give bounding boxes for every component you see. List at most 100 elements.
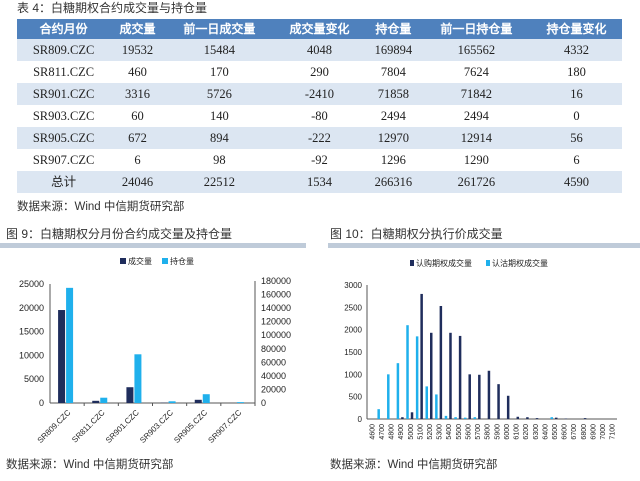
column-header: 前一日持仓量 [421, 19, 531, 39]
y-tick-label: 25000 [19, 279, 44, 289]
table-cell: 4590 [530, 171, 622, 193]
options-volume-table: 合约月份 成交量 前一日成交量 成交量变化 持仓量 前一日持仓量 持仓量变化 SR809.C… [17, 19, 622, 193]
x-tick-label: 6900 [590, 424, 597, 440]
x-tick-label: 4900 [398, 424, 405, 440]
bar-open-interest [134, 354, 142, 403]
y-tick-label: 1000 [344, 370, 362, 379]
y2-tick-label: 60000 [261, 357, 286, 367]
table-cell: 672 [110, 127, 165, 149]
table-source: 数据来源：Wind 中信期货研究部 [17, 201, 185, 213]
x-tick-label: 6000 [504, 424, 511, 440]
column-header: 持仓量 [364, 19, 422, 39]
x-tick-label: SR905.CZC [172, 408, 209, 445]
bar-call-volume [487, 370, 491, 419]
y-tick-label: 500 [349, 393, 363, 402]
table-cell: 894 [164, 127, 274, 149]
y-tick-label: 3000 [344, 281, 362, 290]
x-tick-label: 5400 [446, 424, 453, 440]
bar-volume [92, 400, 100, 403]
table-cell: 7804 [380, 65, 406, 79]
table-cell: 12914 [421, 127, 531, 149]
bar-call-volume [526, 417, 529, 419]
y-tick-label: 0 [39, 398, 44, 408]
table-cell: 460 [128, 65, 147, 79]
table-cell: 2494 [380, 109, 406, 123]
bar-volume [58, 310, 66, 403]
table-row: SR809.CZC 19532 15484 4048 169894 165562 4332 [17, 39, 622, 61]
table-cell: -2410 [273, 83, 365, 105]
y2-tick-label: 140000 [261, 303, 291, 313]
legend-swatch-call [410, 260, 414, 266]
bar-call-volume [497, 384, 500, 419]
x-tick-label: 6600 [562, 424, 569, 440]
y2-tick-label: 160000 [261, 290, 291, 300]
x-tick-label: 6300 [533, 424, 540, 440]
table-cell: 24046 [110, 171, 165, 193]
x-tick-label: 6700 [571, 424, 578, 440]
bar-put-volume [454, 417, 457, 419]
table-cell: 19532 [110, 39, 165, 61]
y2-tick-label: 120000 [261, 317, 291, 327]
column-header: 成交量 [110, 19, 165, 39]
table-cell: 170 [210, 65, 229, 79]
table-row: SR901.CZC 3316 5726 -2410 71858 71842 16 [17, 83, 622, 105]
table-cell: 169894 [364, 39, 422, 61]
table-cell: SR901.CZC [17, 83, 111, 105]
bar-put-volume [473, 417, 477, 419]
bar-call-volume [468, 374, 471, 419]
x-tick-label: 4700 [379, 424, 386, 440]
bar-call-volume [430, 332, 433, 419]
bar-put-volume [463, 417, 467, 419]
bar-call-volume [478, 374, 481, 419]
bar-volume [126, 387, 134, 403]
bar-open-interest [100, 397, 108, 403]
table-cell: 22512 [164, 171, 274, 193]
x-tick-label: 7100 [610, 424, 617, 440]
x-tick-label: 6100 [514, 424, 521, 440]
x-tick-label: 6500 [552, 424, 559, 440]
bar-call-volume [555, 417, 558, 419]
bar-open-interest [202, 394, 210, 403]
x-tick-label: 5700 [475, 424, 482, 440]
fig9-title: 图 9：白糖期权分月份合约成交量及持仓量 [6, 227, 233, 241]
table-cell: 4332 [530, 39, 622, 61]
y-tick-label: 10000 [19, 350, 44, 360]
table-row: SR903.CZC 60 140 -80 2494 2494 0 [17, 105, 622, 127]
fig10-divider [328, 243, 640, 248]
x-tick-label: SR809.CZC [36, 408, 73, 445]
fig10-chart: 0 500 1000 1500 2000 2500 3000 4600 4700 4800 4900… [344, 258, 617, 440]
x-tick-label: 6200 [523, 424, 530, 440]
x-tick-label: 5300 [437, 424, 444, 440]
y2-tick-label: 40000 [261, 371, 286, 381]
y2-tick-label: 0 [261, 398, 266, 408]
fig10-title: 图 10：白糖期权分执行价成交量 [330, 227, 503, 241]
table-cell: 4048 [273, 39, 365, 61]
bar-open-interest [168, 401, 176, 403]
bar-call-volume [401, 417, 404, 419]
table-cell: 1290 [463, 153, 489, 167]
table-cell: 6 [573, 153, 580, 167]
legend-label: 持仓量 [170, 256, 194, 266]
bar-call-volume [420, 293, 423, 419]
fig9-source: 数据来源：Wind 中信期货研究部 [6, 459, 174, 471]
table-cell: SR907.CZC [32, 153, 95, 167]
table-cell: 56 [530, 127, 622, 149]
table-cell: 140 [210, 109, 229, 123]
table-header-row: 合约月份 成交量 前一日成交量 成交量变化 持仓量 前一日持仓量 持仓量变化 [17, 19, 622, 39]
table-cell: 165562 [421, 39, 531, 61]
table-cell: 总计 [17, 171, 111, 193]
table-cell: 71858 [364, 83, 422, 105]
x-tick-label: 5900 [494, 424, 501, 440]
y-tick-label: 2500 [344, 303, 362, 312]
x-tick-label: 5500 [456, 424, 463, 440]
bar-call-volume [449, 332, 452, 419]
table-cell: SR903.CZC [32, 109, 95, 123]
table-cell: 180 [567, 65, 586, 79]
bar-volume [194, 399, 202, 403]
bar-put-volume [550, 417, 553, 419]
bar-call-volume [516, 416, 520, 419]
bar-put-volume [406, 325, 409, 419]
table-cell: 7624 [463, 65, 489, 79]
table-cell: 5726 [164, 83, 274, 105]
table-cell: 16 [530, 83, 622, 105]
